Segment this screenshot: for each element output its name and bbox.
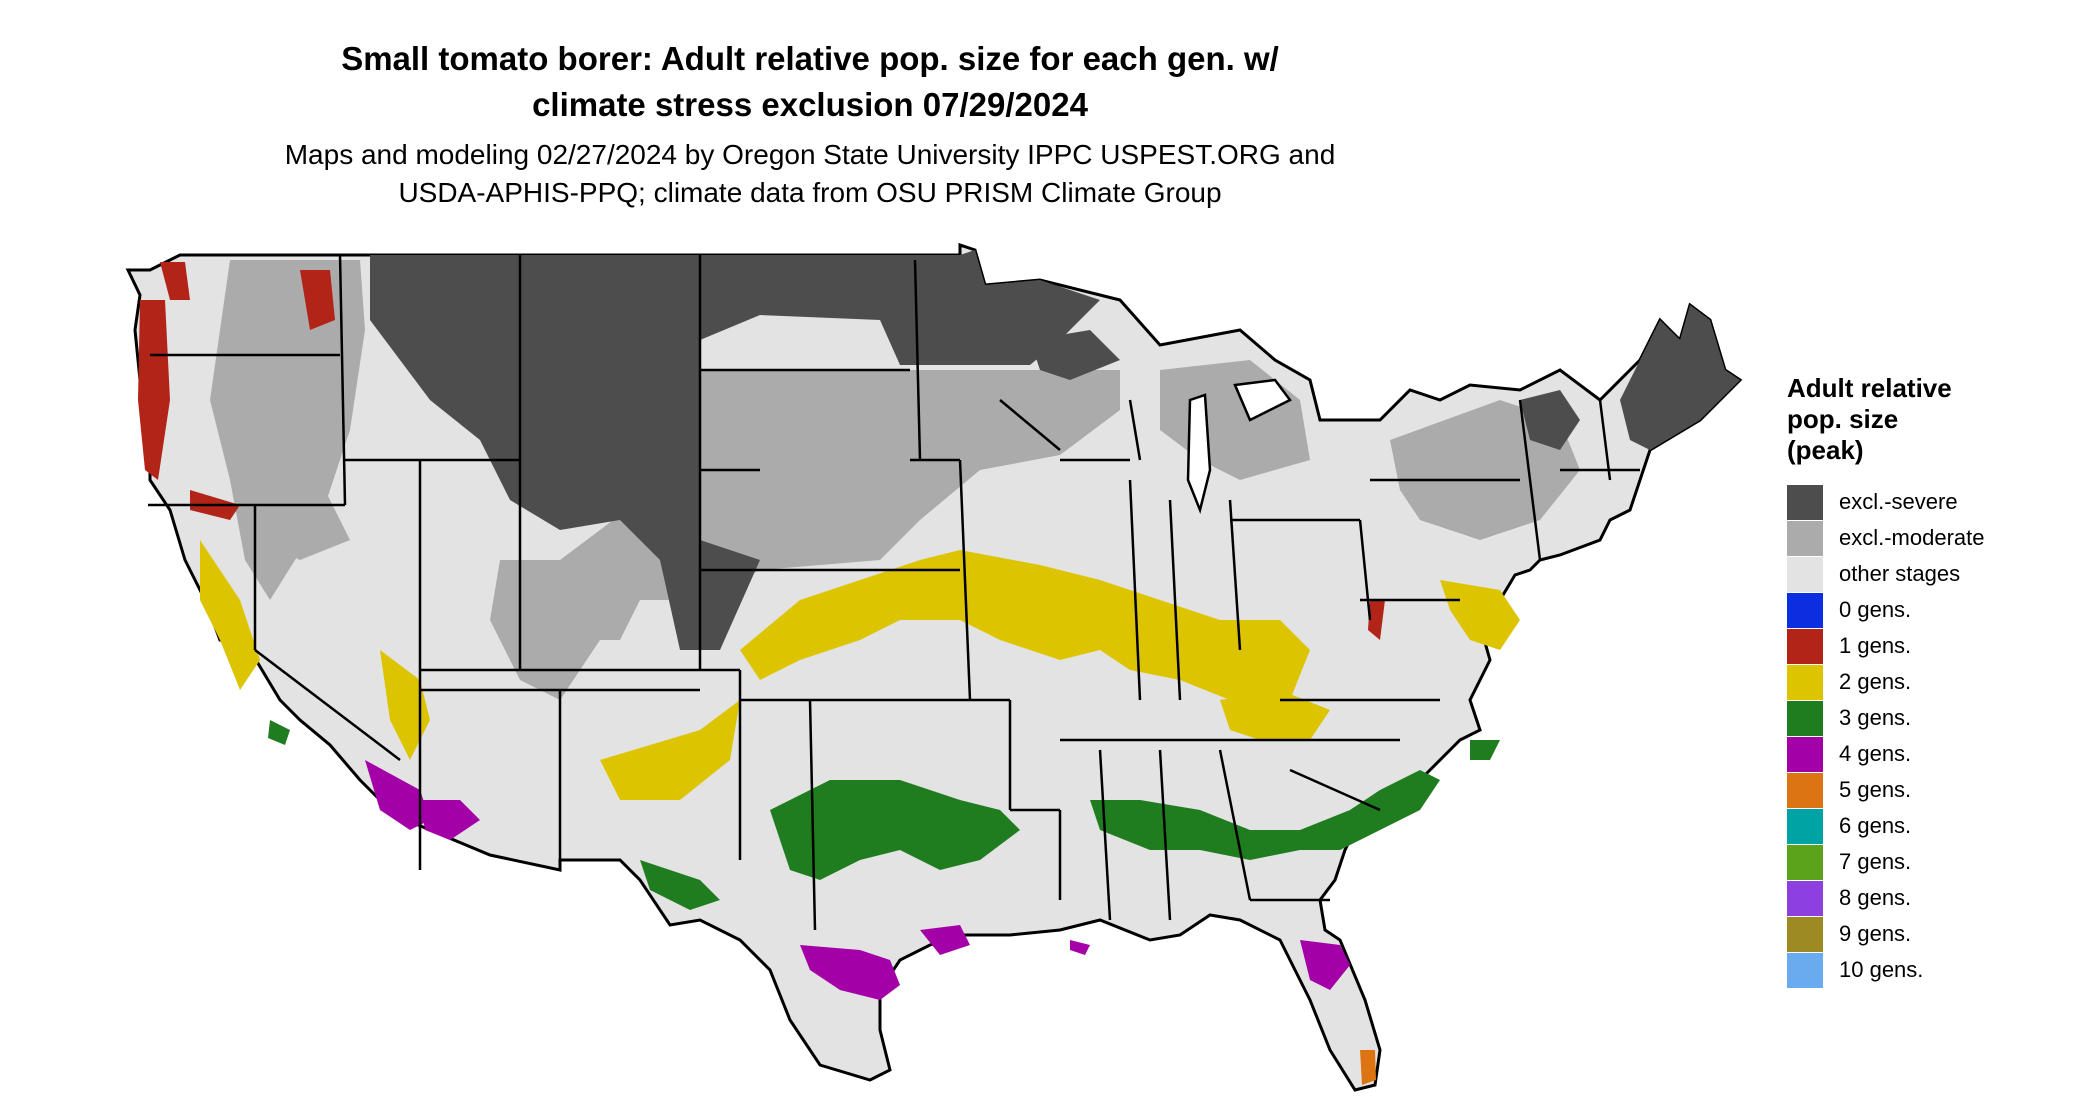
- legend-label: 10 gens.: [1839, 957, 1924, 982]
- legend-swatch: [1787, 700, 1823, 736]
- legend-item: 9 gens.: [1787, 916, 1985, 952]
- legend-item: 0 gens.: [1787, 592, 1985, 628]
- gen3-regions: [268, 720, 1500, 910]
- legend-label: 4 gens.: [1839, 741, 1912, 766]
- legend-swatch: [1787, 556, 1823, 592]
- legend-swatch: [1787, 772, 1823, 808]
- legend-swatch: [1787, 880, 1823, 916]
- legend-swatch: [1787, 664, 1823, 700]
- title-line-2: climate stress exclusion 07/29/2024: [532, 86, 1088, 123]
- legend-label: 0 gens.: [1839, 597, 1912, 622]
- legend-label: other stages: [1839, 561, 1961, 586]
- legend-item: 6 gens.: [1787, 808, 1985, 844]
- legend-item: excl.-moderate: [1787, 520, 1985, 556]
- legend-swatch: [1787, 736, 1823, 772]
- legend-swatch: [1787, 628, 1823, 664]
- legend-swatch: [1787, 916, 1823, 952]
- legend-label: 8 gens.: [1839, 885, 1912, 910]
- legend-swatch: [1787, 844, 1823, 880]
- legend-swatch: [1787, 484, 1823, 520]
- legend-item: 10 gens.: [1787, 952, 1985, 988]
- legend-label: 5 gens.: [1839, 777, 1912, 802]
- legend-item: 8 gens.: [1787, 880, 1985, 916]
- us-map: [125, 242, 1743, 1092]
- legend-label: 3 gens.: [1839, 705, 1912, 730]
- subtitle-line-2: USDA-APHIS-PPQ; climate data from OSU PR…: [398, 177, 1222, 208]
- legend-title-line-3: (peak): [1787, 435, 1864, 465]
- great-lakes: [1186, 378, 1292, 515]
- legend-label: excl.-moderate: [1839, 525, 1985, 550]
- legend-swatch: [1787, 952, 1823, 988]
- legend-item: other stages: [1787, 556, 1985, 592]
- legend-label: 9 gens.: [1839, 921, 1912, 946]
- legend-label: 1 gens.: [1839, 633, 1912, 658]
- legend-title-line-1: Adult relative: [1787, 373, 1952, 403]
- legend-swatch: [1787, 520, 1823, 556]
- legend-item: 7 gens.: [1787, 844, 1985, 880]
- gen4-regions: [365, 760, 1350, 1000]
- gen2-regions: [200, 540, 1520, 800]
- legend-label: 6 gens.: [1839, 813, 1912, 838]
- legend-swatch: [1787, 592, 1823, 628]
- legend-label: 7 gens.: [1839, 849, 1912, 874]
- legend-item: 4 gens.: [1787, 736, 1985, 772]
- legend: Adult relative pop. size (peak) excl.-se…: [1787, 373, 1985, 988]
- gen5-regions: [1360, 1050, 1376, 1085]
- legend-label: 2 gens.: [1839, 669, 1912, 694]
- legend-swatch: [1787, 808, 1823, 844]
- legend-title-line-2: pop. size: [1787, 404, 1899, 434]
- map-subtitle: Maps and modeling 02/27/2024 by Oregon S…: [160, 136, 1460, 212]
- legend-item: 2 gens.: [1787, 664, 1985, 700]
- title-line-1: Small tomato borer: Adult relative pop. …: [341, 40, 1279, 77]
- legend-item: 1 gens.: [1787, 628, 1985, 664]
- legend-items: excl.-severe excl.-moderate other stages 0 …: [1787, 484, 1985, 988]
- legend-label: excl.-severe: [1839, 489, 1958, 514]
- legend-title: Adult relative pop. size (peak): [1787, 373, 1985, 466]
- legend-item: excl.-severe: [1787, 484, 1985, 520]
- state-boundaries: [148, 254, 1640, 931]
- legend-item: 5 gens.: [1787, 772, 1985, 808]
- legend-item: 3 gens.: [1787, 700, 1985, 736]
- map-title: Small tomato borer: Adult relative pop. …: [160, 36, 1460, 128]
- subtitle-line-1: Maps and modeling 02/27/2024 by Oregon S…: [284, 139, 1336, 170]
